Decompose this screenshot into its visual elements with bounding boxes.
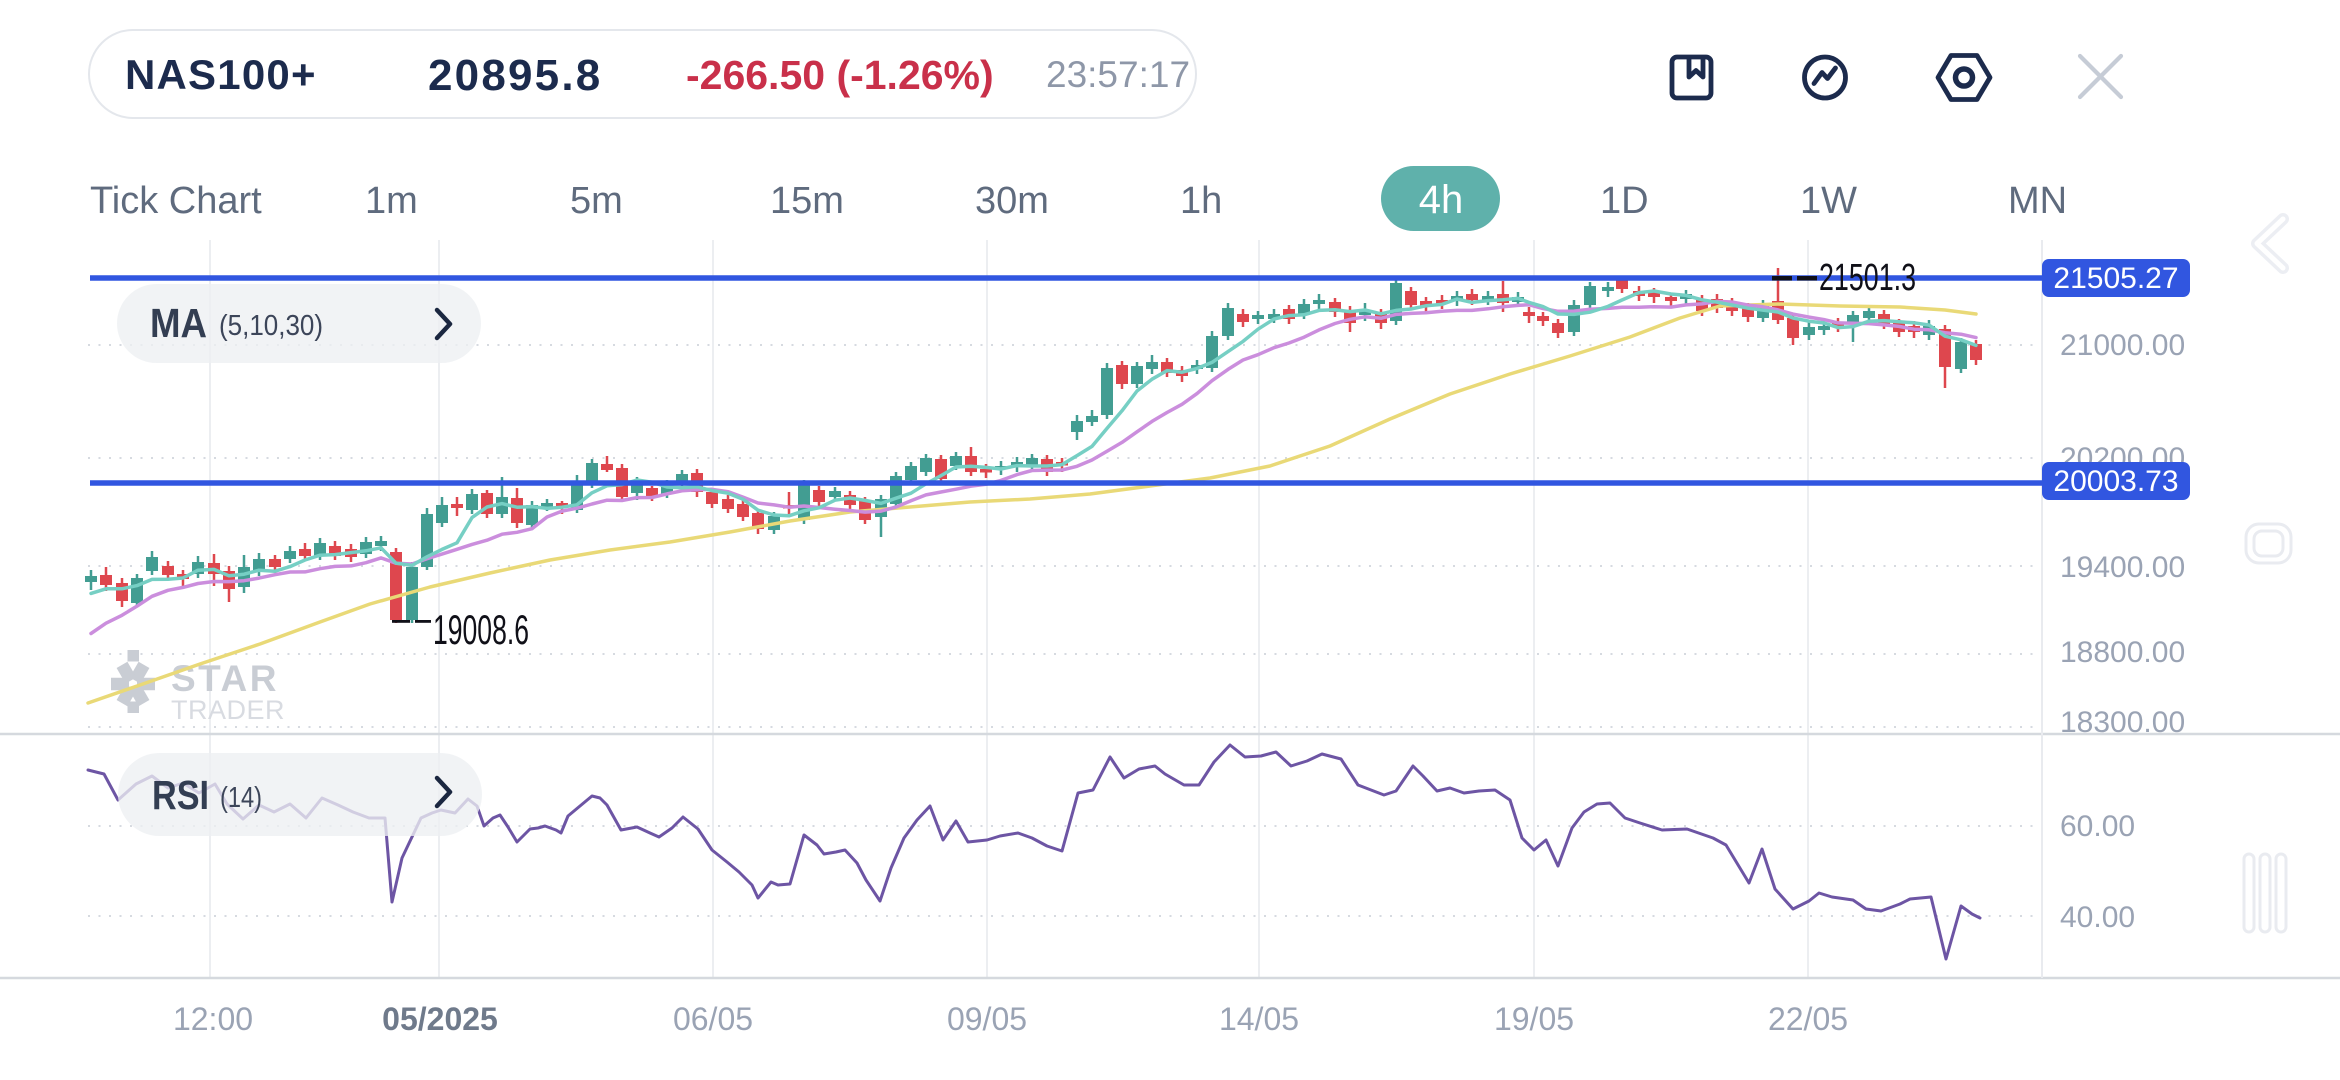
- svg-text:20003.73: 20003.73: [2053, 465, 2178, 498]
- svg-text:21505.27: 21505.27: [2053, 262, 2178, 295]
- svg-text:4h: 4h: [1419, 178, 1464, 222]
- svg-text:MN: MN: [2008, 180, 2067, 222]
- svg-text:19400.00: 19400.00: [2060, 551, 2185, 584]
- svg-text:1W: 1W: [1800, 180, 1857, 222]
- svg-text:21501.3: 21501.3: [1819, 257, 1916, 299]
- svg-text:06/05: 06/05: [673, 1001, 753, 1037]
- svg-text:1m: 1m: [365, 180, 418, 222]
- svg-text:40.00: 40.00: [2060, 901, 2135, 934]
- svg-text:-266.50 (-1.26%): -266.50 (-1.26%): [686, 52, 994, 98]
- svg-text:TRADER: TRADER: [171, 695, 285, 725]
- svg-text:19/05: 19/05: [1494, 1001, 1574, 1037]
- svg-text:Tick Chart: Tick Chart: [90, 180, 262, 222]
- svg-text:09/05: 09/05: [947, 1001, 1027, 1037]
- svg-text:1D: 1D: [1600, 180, 1649, 222]
- svg-text:30m: 30m: [975, 180, 1049, 222]
- svg-text:12:00: 12:00: [173, 1001, 253, 1037]
- svg-text:(14): (14): [220, 782, 262, 814]
- svg-text:21000.00: 21000.00: [2060, 329, 2185, 362]
- svg-text:60.00: 60.00: [2060, 810, 2135, 843]
- svg-text:5m: 5m: [570, 180, 623, 222]
- svg-text:14/05: 14/05: [1219, 1001, 1299, 1037]
- svg-text:1h: 1h: [1180, 180, 1222, 222]
- svg-text:20895.8: 20895.8: [428, 51, 602, 100]
- svg-text:23:57:17: 23:57:17: [1046, 54, 1190, 95]
- svg-text:MA: MA: [150, 300, 207, 346]
- svg-text:(5,10,30): (5,10,30): [219, 310, 323, 342]
- svg-text:18300.00: 18300.00: [2060, 706, 2185, 739]
- svg-text:15m: 15m: [770, 180, 844, 222]
- svg-text:STAR: STAR: [171, 658, 279, 699]
- svg-text:18800.00: 18800.00: [2060, 636, 2185, 669]
- svg-text:05/2025: 05/2025: [382, 1001, 498, 1037]
- svg-text:19008.6: 19008.6: [433, 606, 529, 653]
- svg-text:RSI: RSI: [152, 772, 209, 818]
- svg-text:22/05: 22/05: [1768, 1001, 1848, 1037]
- svg-text:NAS100+: NAS100+: [125, 51, 317, 98]
